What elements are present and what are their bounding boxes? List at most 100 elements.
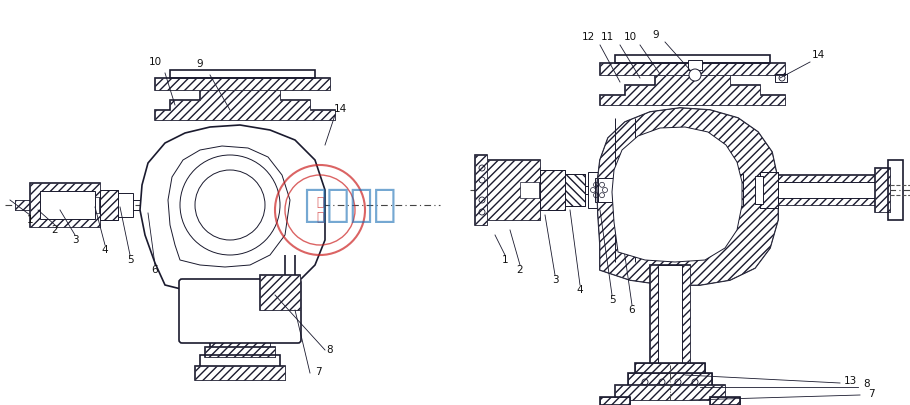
Text: 6: 6 <box>152 265 158 275</box>
Polygon shape <box>480 160 540 220</box>
Text: 4: 4 <box>102 245 108 255</box>
Text: 5: 5 <box>126 255 133 265</box>
Bar <box>588 172 608 208</box>
Polygon shape <box>168 146 290 267</box>
Bar <box>195 366 285 380</box>
Bar <box>475 155 487 225</box>
Bar <box>875 168 890 212</box>
Bar <box>658 265 682 365</box>
Text: 2: 2 <box>517 265 523 275</box>
Polygon shape <box>140 125 325 295</box>
Text: 8: 8 <box>863 379 870 389</box>
Polygon shape <box>635 135 700 245</box>
Polygon shape <box>597 108 778 285</box>
Text: 2: 2 <box>52 225 58 235</box>
Bar <box>600 63 785 75</box>
Text: 海
洋: 海 洋 <box>317 196 324 224</box>
Bar <box>40 191 95 219</box>
Bar <box>650 265 690 365</box>
Text: 13: 13 <box>844 376 857 386</box>
Polygon shape <box>155 90 335 120</box>
Bar <box>222 285 258 345</box>
Bar <box>15 200 30 210</box>
Bar <box>490 186 785 194</box>
Text: 1: 1 <box>26 215 34 225</box>
Bar <box>595 178 603 202</box>
Bar <box>540 170 565 210</box>
Bar <box>650 265 690 365</box>
Circle shape <box>689 69 701 81</box>
Bar <box>635 363 705 375</box>
Bar <box>170 70 315 78</box>
Text: 4: 4 <box>577 285 583 295</box>
Text: 3: 3 <box>551 275 559 285</box>
Bar <box>205 347 275 357</box>
Bar <box>875 168 890 212</box>
Bar <box>155 78 330 90</box>
Polygon shape <box>597 108 778 285</box>
Polygon shape <box>600 75 785 105</box>
Bar <box>600 63 785 75</box>
Bar <box>118 193 133 217</box>
Bar <box>755 176 763 204</box>
Bar <box>480 160 540 220</box>
Text: 6: 6 <box>629 305 635 315</box>
Bar <box>30 183 100 227</box>
Bar <box>615 385 725 400</box>
Text: 1: 1 <box>501 255 509 265</box>
Text: 9: 9 <box>652 30 660 40</box>
Bar <box>635 363 705 375</box>
Text: 3: 3 <box>72 235 78 245</box>
FancyBboxPatch shape <box>179 279 301 343</box>
Bar <box>888 160 903 220</box>
Text: 10: 10 <box>148 57 162 67</box>
Bar <box>565 174 585 206</box>
Bar <box>195 366 285 380</box>
Bar <box>598 178 616 202</box>
Bar <box>688 60 702 70</box>
Bar <box>155 78 330 90</box>
Text: 14: 14 <box>333 104 347 114</box>
Polygon shape <box>612 127 742 262</box>
Text: 8: 8 <box>327 345 333 355</box>
Bar <box>475 155 487 225</box>
Bar <box>710 397 740 405</box>
Bar <box>205 347 275 357</box>
Bar <box>260 275 300 310</box>
Bar <box>260 275 300 310</box>
Polygon shape <box>155 90 335 120</box>
Text: 14: 14 <box>812 50 824 60</box>
Bar <box>540 170 565 210</box>
Bar <box>778 175 878 205</box>
Text: 海洋水泵: 海洋水泵 <box>303 186 397 224</box>
Text: 5: 5 <box>609 295 615 305</box>
Bar <box>775 74 787 82</box>
Polygon shape <box>30 183 100 227</box>
Bar <box>628 373 712 387</box>
Bar <box>725 174 743 206</box>
Polygon shape <box>642 150 688 230</box>
Bar <box>760 172 778 208</box>
Text: 12: 12 <box>581 32 594 42</box>
Polygon shape <box>635 135 700 245</box>
Bar <box>565 174 585 206</box>
Bar <box>600 397 630 405</box>
Bar <box>778 175 878 205</box>
Bar <box>100 190 118 220</box>
Bar <box>645 182 675 198</box>
Bar <box>100 190 118 220</box>
Bar <box>210 337 270 347</box>
Polygon shape <box>600 75 785 105</box>
Text: 9: 9 <box>197 59 203 69</box>
Text: 10: 10 <box>623 32 637 42</box>
Bar <box>615 385 725 400</box>
Bar <box>725 174 743 206</box>
Bar <box>778 182 878 198</box>
Bar <box>600 397 630 405</box>
Bar <box>628 373 712 387</box>
Bar <box>710 397 740 405</box>
Bar <box>15 200 215 210</box>
Bar <box>210 337 270 347</box>
Text: 7: 7 <box>868 389 875 399</box>
Bar <box>200 355 280 367</box>
